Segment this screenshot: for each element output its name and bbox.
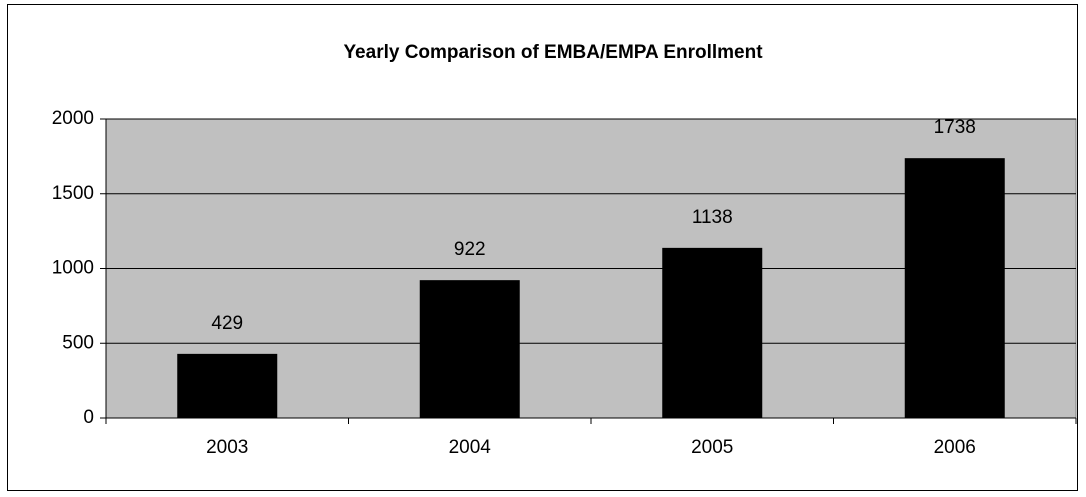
x-tick-label: 2006 (934, 437, 976, 458)
bar (904, 158, 1005, 418)
bar (662, 247, 763, 418)
data-label: 1138 (692, 207, 733, 228)
data-label: 922 (454, 239, 486, 260)
y-tick-label: 1000 (52, 258, 94, 279)
x-tick-label: 2004 (449, 437, 492, 458)
y-tick-label: 0 (83, 407, 94, 428)
bar (419, 280, 520, 418)
data-label: 429 (211, 313, 243, 334)
x-tick-label: 2005 (691, 437, 733, 458)
y-tick-label: 500 (62, 332, 94, 353)
bar (177, 353, 278, 418)
chart-title: Yearly Comparison of EMBA/EMPA Enrollmen… (343, 42, 763, 63)
y-tick-label: 1500 (52, 183, 94, 204)
data-label: 1738 (934, 117, 976, 138)
x-tick-label: 2003 (206, 437, 248, 458)
y-tick-label: 2000 (52, 108, 94, 129)
